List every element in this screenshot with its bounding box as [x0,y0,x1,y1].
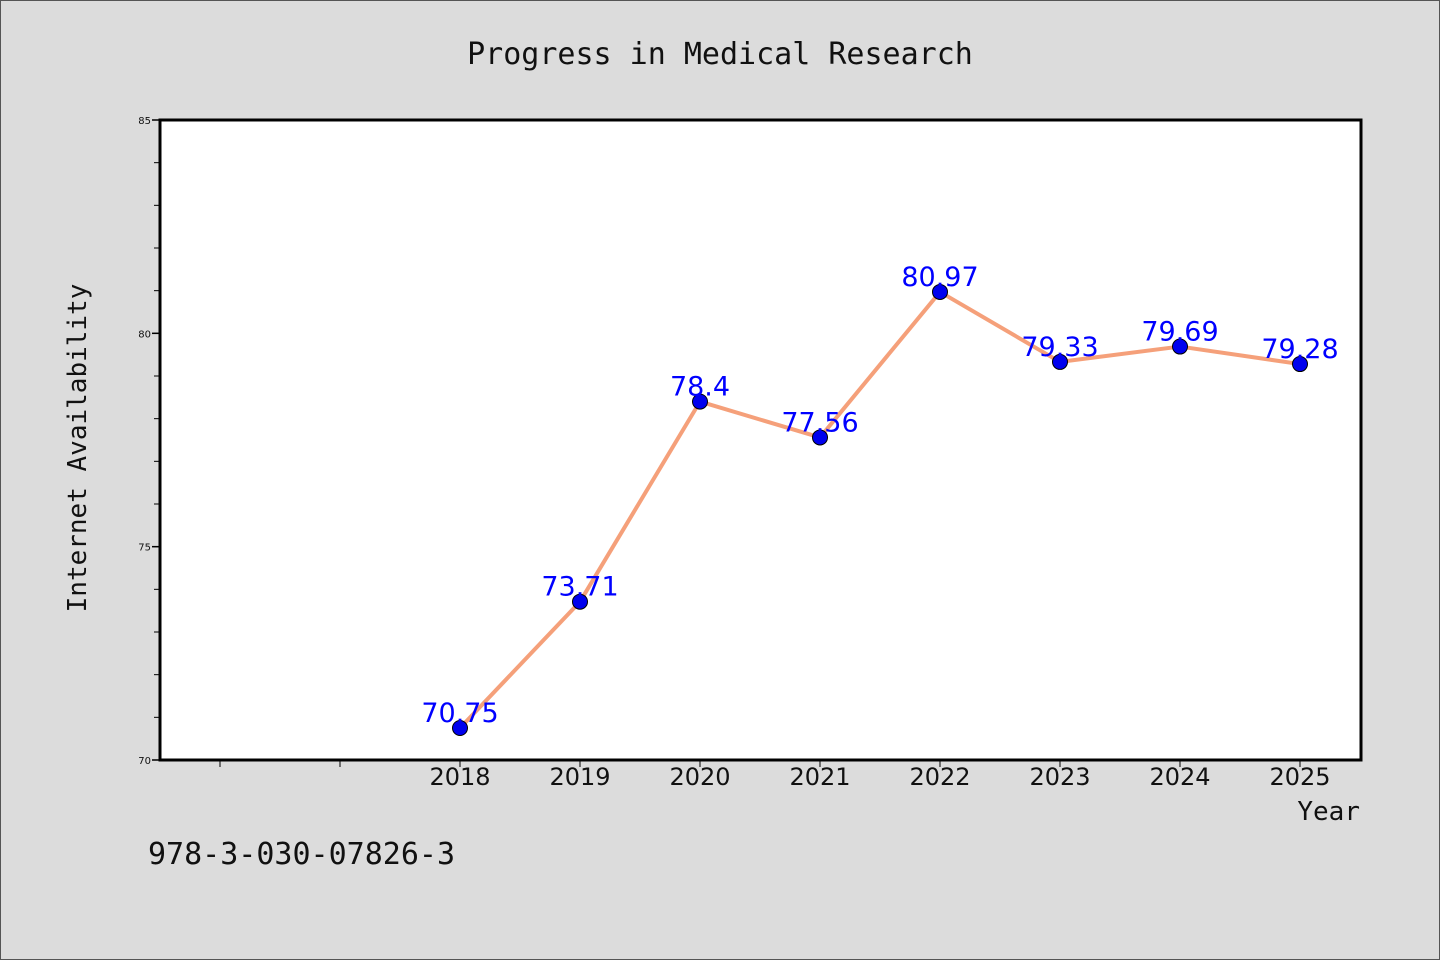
y-tick-label: 70 [138,756,151,767]
data-point [452,720,468,736]
x-tick-label: 2023 [1029,763,1090,791]
data-label: 79.28 [1261,334,1338,365]
y-tick-label: 75 [138,543,151,554]
plot-area [158,118,1363,762]
data-point [812,429,828,446]
x-tick-label: 2019 [549,763,610,791]
chart-title: Progress in Medical Research [467,37,973,72]
data-point [1292,356,1308,373]
data-point [1172,338,1188,355]
data-label: 80.97 [901,262,978,293]
x-axis: 2018 2019 2020 2021 2022 2023 2024 2025 [219,760,1331,791]
data-label: 79.33 [1021,332,1098,363]
x-tick-label: 2020 [669,763,730,791]
data-point [1052,353,1068,370]
y-tick-label: 85 [138,116,151,127]
data-label: 78.4 [670,372,730,403]
y-axis-label: Internet Availability [63,284,93,613]
data-point [692,393,708,410]
data-label: 79.69 [1141,317,1218,348]
data-label: 73.71 [541,572,618,603]
x-tick-label: 2018 [429,763,490,791]
data-point [932,283,948,300]
x-tick-label: 2025 [1269,763,1330,791]
footnote-isbn: 978-3-030-07826-3 [148,837,455,872]
series-line [458,289,1301,730]
y-axis: 70 75 80 85 [138,116,160,767]
data-label: 77.56 [781,407,858,438]
data-label: 70.75 [421,698,498,729]
x-tick-label: 2024 [1149,763,1210,791]
y-tick-label: 80 [138,329,151,340]
x-tick-label: 2021 [789,763,850,791]
data-point [572,593,588,610]
series-layer: 70.75 73.71 78.4 77.56 80.97 79.33 79.69 79.28 [421,262,1339,736]
x-tick-label: 2022 [909,763,970,791]
x-axis-label: Year [1297,797,1360,827]
